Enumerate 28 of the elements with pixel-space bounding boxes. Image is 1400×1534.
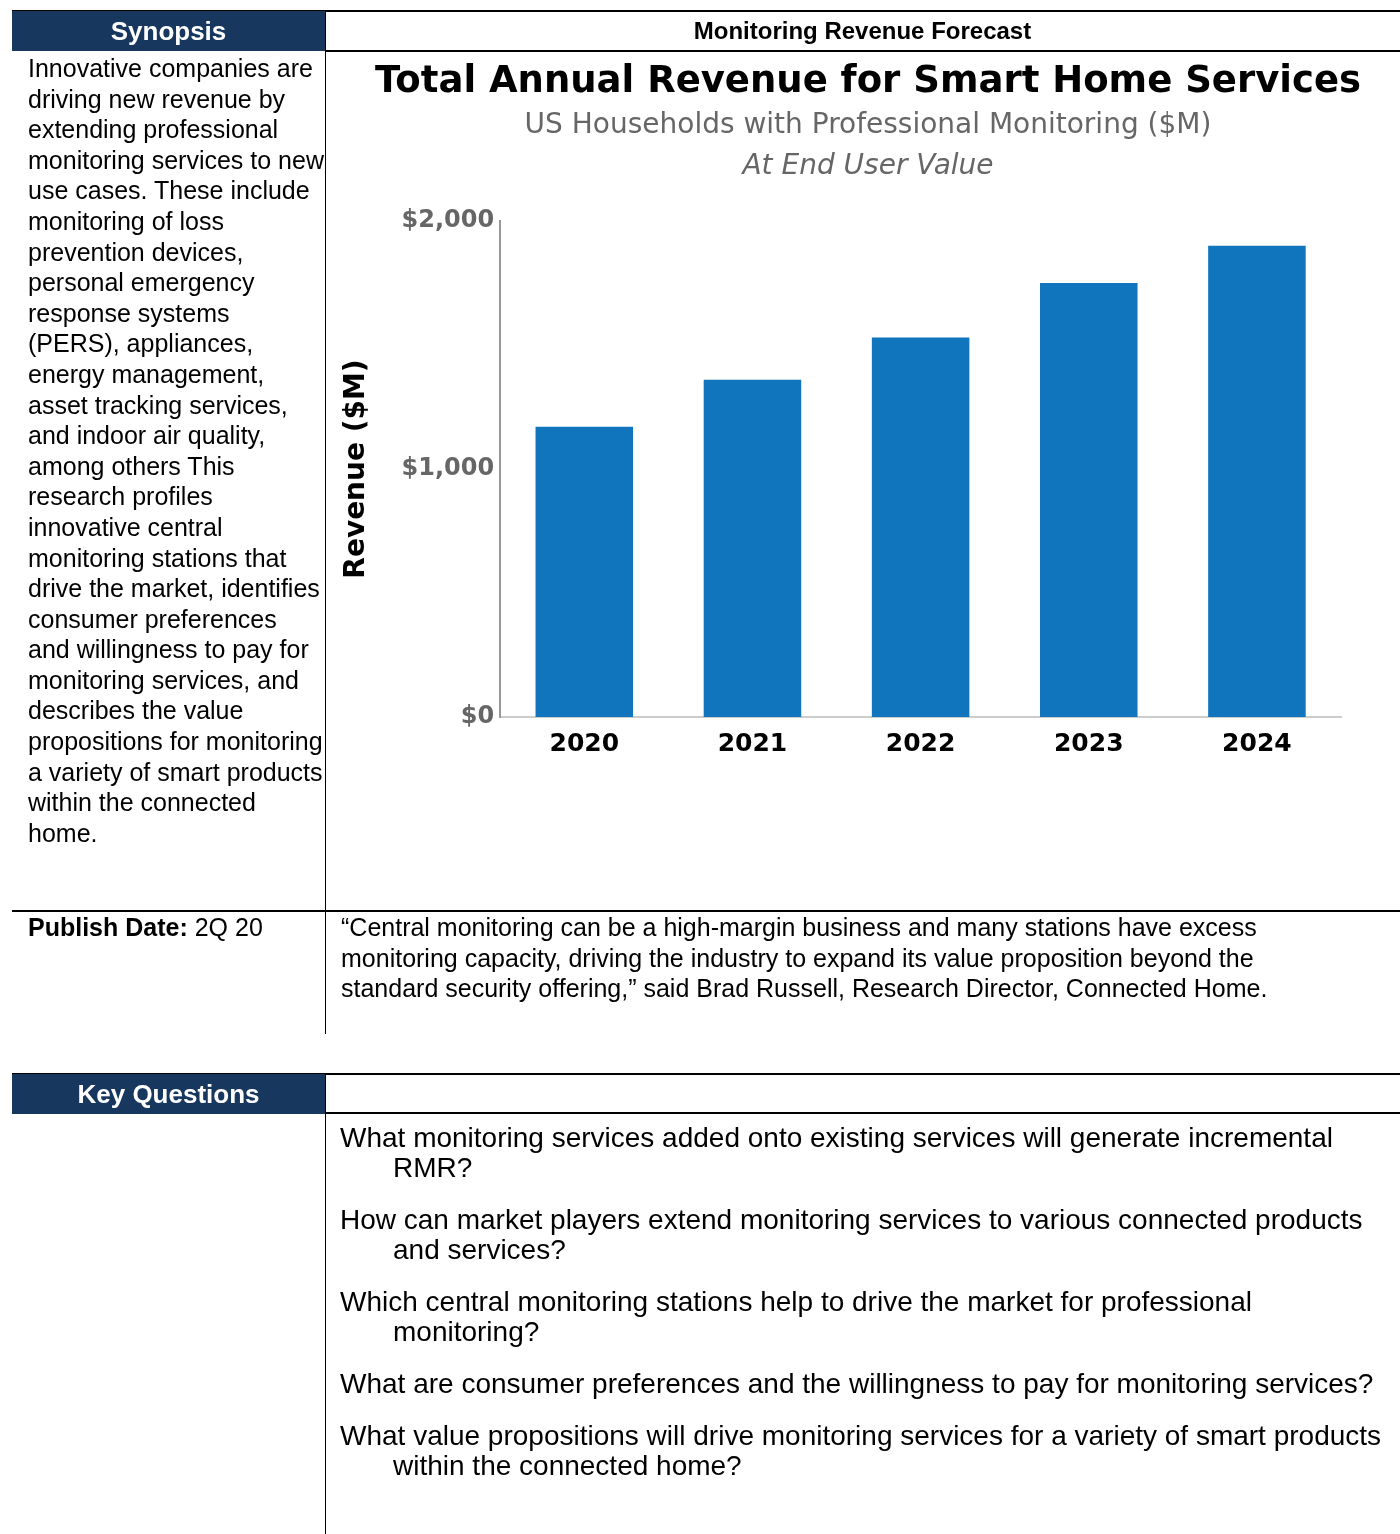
bar	[703, 379, 802, 717]
y-axis-title: Revenue ($M)	[338, 359, 372, 579]
x-tick-label: 2021	[717, 727, 788, 757]
y-tick-label: $1,000	[401, 453, 495, 482]
chart-subtitle: US Households with Professional Monitoring ($M)	[523, 107, 1213, 140]
bar	[1040, 283, 1138, 717]
text: Synopsis	[12, 11, 325, 51]
text: What monitoring services added onto existing services will generate incremental RMR?	[339, 1122, 1334, 1183]
y-tick-label: $0	[460, 701, 495, 730]
text: What value propositions will drive monitoring services for a variety of smart products within the connected home?	[339, 1420, 1383, 1481]
x-tick-label: 2024	[1222, 727, 1292, 757]
bar	[871, 337, 970, 717]
x-tick-label: 2020	[549, 727, 620, 757]
text: Publish Date: 2Q 20	[27, 912, 264, 943]
x-tick-label: 2022	[885, 727, 956, 757]
text: Which central monitoring stations help to drive the market for professional monitoring?	[339, 1286, 1253, 1347]
text: At End User Value	[740, 148, 995, 181]
bar	[535, 426, 634, 717]
text: Innovative companies are driving new revenue by extending professional monitoring services to new use cases. These include monitoring of loss prevention devices, personal emergency response systems (PERS), appliances, energy management, asset tracking services, and indoor air quality, among others This research profiles innovative central monitoring stations that drive the market, identifies consumer preferences and willingness to pay for monitoring services, and describes the value propositions for monitoring a variety of smart products within the connected home.	[28, 54, 324, 847]
y-tick-label: $2,000	[401, 205, 495, 234]
text: How can market players extend monitoring services to various connected products and services?	[339, 1204, 1364, 1265]
chart-title: Total Annual Revenue for Smart Home Services	[374, 58, 1362, 101]
x-tick-label: 2023	[1053, 727, 1124, 757]
text: What are consumer preferences and the willingness to pay for monitoring services?	[339, 1368, 1375, 1399]
text: Key Questions	[12, 1074, 325, 1114]
text: “Central monitoring can be a high-margin business and many stations have excess monitoring capacity, driving the industry to expand its value proposition beyond the standard security offering,” said Brad Russell, Research Director, Connected Home.	[340, 912, 1269, 1004]
bar	[1208, 245, 1306, 717]
text: Monitoring Revenue Forecast	[692, 16, 1033, 46]
